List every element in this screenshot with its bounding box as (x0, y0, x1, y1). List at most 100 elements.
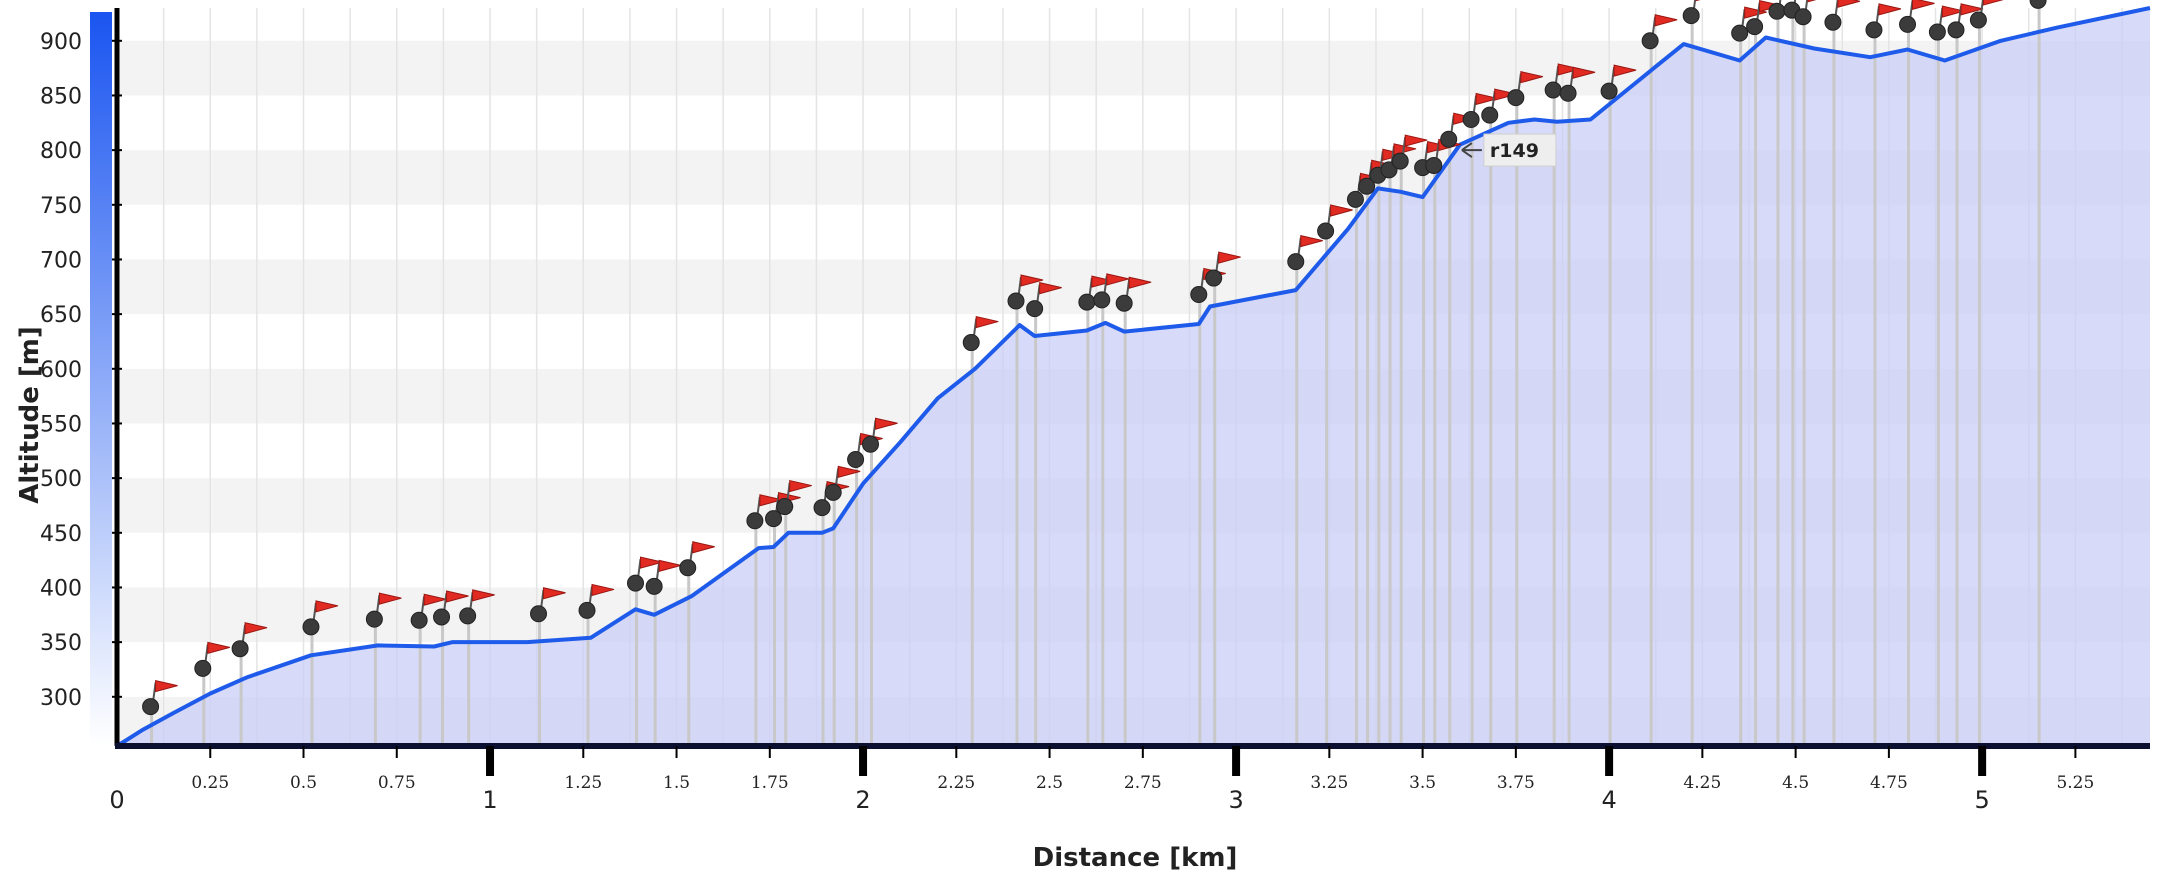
y-tick-label: 400 (40, 576, 82, 601)
marker-pin-icon (1641, 32, 1659, 50)
waypoint-markers (142, 0, 2047, 716)
callout-arrow-icon (1461, 142, 1482, 158)
x-minor-tick-label: 2.25 (937, 773, 975, 793)
x-minor-tick-label: 2.75 (1124, 773, 1162, 793)
y-tick-label: 850 (40, 84, 82, 109)
x-major-tick-label: 5 (1974, 786, 1989, 814)
x-axis-ticks: 0 1 2 3 4 5 0.25 0.5 0.75 1.25 1.5 1.75 2.25 2.5 2.75 3… (109, 746, 2094, 814)
y-tick-label: 350 (40, 631, 82, 656)
marker-pin-icon (1865, 21, 1883, 39)
y-axis-label: Altitude [m] (15, 326, 45, 503)
y-tick-label: 550 (40, 412, 82, 437)
callout-box (1483, 133, 1557, 167)
flag-icon (875, 417, 898, 430)
x-major-tick-mark (486, 746, 495, 776)
marker-pin-icon (862, 435, 880, 453)
x-minor-tick-label: 1.25 (564, 773, 602, 793)
altitude-scale-bar (90, 12, 112, 746)
x-major-tick-mark (1978, 746, 1987, 776)
x-minor-tick-label: 2.5 (1036, 773, 1063, 793)
x-minor-tick-label: 4.5 (1782, 773, 1809, 793)
marker-pin-icon (1746, 18, 1764, 36)
marker-pin-icon (645, 577, 663, 595)
flag-icon (472, 589, 495, 602)
callout-label: r149 (1490, 140, 1539, 162)
flag-icon (1218, 251, 1241, 264)
flag-icon (1878, 3, 1902, 16)
flag-icon (1106, 273, 1129, 286)
flag-icon (1807, 0, 1817, 3)
marker-pin-icon (962, 334, 980, 352)
x-minor-tick-label: 3.5 (1409, 773, 1436, 793)
y-axis-ticks: 300 350 400 450 500 550 600 650 700 750 800 850 900 (40, 30, 122, 711)
x-minor-tick-label: 3.25 (1310, 773, 1348, 793)
y-tick-label: 500 (40, 467, 82, 492)
marker-pin-icon (1115, 294, 1133, 312)
flag-icon (1404, 134, 1428, 147)
x-major-tick-label: 4 (1601, 786, 1616, 814)
marker-pin-icon (1346, 190, 1364, 208)
flag-icon (1520, 71, 1543, 84)
y-tick-label: 300 (40, 686, 82, 711)
y-tick-label: 600 (40, 358, 82, 383)
x-minor-tick-label: 1.75 (751, 773, 789, 793)
marker-pin-icon (578, 601, 596, 619)
marker-pin-icon (813, 499, 831, 517)
marker-pin-icon (1600, 82, 1618, 100)
marker-pin-icon (776, 498, 794, 516)
marker-pin-icon (746, 512, 764, 530)
x-major-tick-mark (1605, 746, 1614, 776)
flag-icon (446, 590, 469, 603)
flag-icon (591, 583, 615, 597)
flag-icon (837, 465, 861, 479)
marker-pin-icon (1026, 300, 1044, 318)
marker-pin-icon (365, 610, 383, 628)
flag-icon (1300, 235, 1323, 248)
flag-icon (543, 587, 566, 600)
marker-pin-icon (1205, 269, 1223, 287)
flag-icon (1020, 274, 1044, 287)
marker-pin-icon (433, 608, 451, 626)
marker-pin-icon (1969, 11, 1987, 29)
flag-icon (640, 556, 663, 569)
marker-pin-icon (1007, 292, 1025, 310)
x-major-tick-label: 1 (482, 786, 497, 814)
flag-icon (658, 559, 682, 573)
marker-stems (150, 6, 2041, 743)
marker-pin-icon (1559, 84, 1577, 102)
marker-pin-icon (410, 611, 428, 629)
x-axis-label: Distance [km] (1033, 843, 1238, 873)
marker-pin-icon (1440, 130, 1458, 148)
marker-pin-icon (530, 605, 548, 623)
marker-pin-icon (847, 451, 865, 469)
marker-pin-icon (302, 618, 320, 636)
marker-pin-icon (1078, 293, 1096, 311)
y-tick-label: 650 (40, 303, 82, 328)
marker-pin-icon (1425, 156, 1443, 174)
flag-icon (692, 541, 715, 554)
x-major-tick-label: 3 (1228, 786, 1243, 814)
x-minor-tick-label: 4.25 (1683, 773, 1721, 793)
marker-pin-icon (1731, 24, 1749, 42)
flag-icon (207, 641, 230, 655)
flag-icon (1982, 0, 2004, 6)
marker-pin-icon (142, 698, 160, 716)
flag-icon (1912, 0, 1935, 11)
marker-pin-icon (194, 659, 212, 677)
y-tick-label: 700 (40, 248, 82, 273)
marker-pin-icon (1682, 7, 1700, 25)
marker-pin-icon (765, 510, 783, 528)
marker-pin-icon (231, 640, 249, 658)
marker-pin-icon (1358, 177, 1376, 195)
x-minor-tick-label: 0.75 (378, 773, 416, 793)
marker-pin-icon (627, 574, 645, 592)
marker-pin-icon (824, 483, 842, 501)
marker-pin-icon (1317, 222, 1335, 240)
flag-icon (1494, 88, 1517, 101)
flag-icon (244, 622, 268, 635)
x-minor-tick-label: 3.75 (1497, 773, 1535, 793)
marker-pin-icon (1287, 253, 1305, 271)
flag-icon (155, 680, 178, 693)
x-minor-tick-label: 5.25 (2056, 773, 2094, 793)
